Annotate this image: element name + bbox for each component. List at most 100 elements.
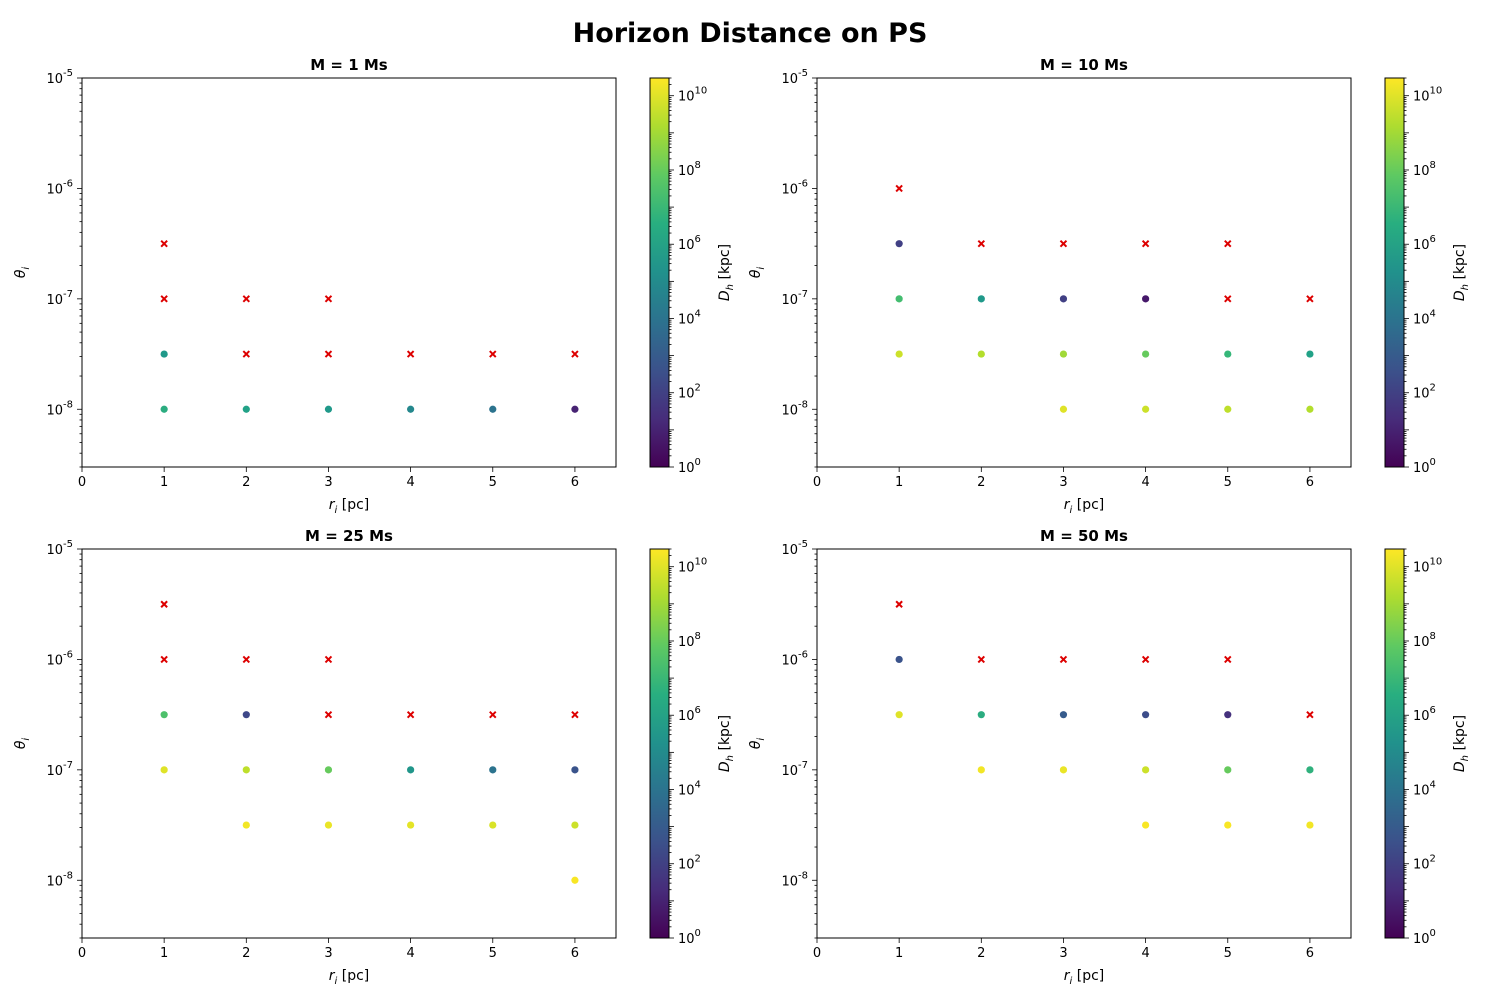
panel-2: M = 10 Ms 0 1 2 3 4 5 6 ri [pc] 10-8 10-7 10-6 10-5 θ… xyxy=(748,56,1471,516)
failed-marker xyxy=(1059,239,1068,248)
x-tick-label: 2 xyxy=(977,946,985,961)
y-tick-label: 10-5 xyxy=(46,539,73,558)
x-tick-label: 4 xyxy=(1141,475,1149,490)
data-point xyxy=(160,711,168,719)
failed-marker xyxy=(977,239,986,248)
colorbar-tick-label: 1010 xyxy=(678,86,707,105)
colorbar-tick-label: 100 xyxy=(678,928,701,947)
failed-marker xyxy=(489,350,497,358)
data-point xyxy=(160,766,168,774)
data-point xyxy=(895,655,903,664)
failed-marker xyxy=(242,295,251,303)
failed-marker xyxy=(324,350,333,358)
data-point xyxy=(489,766,497,774)
failed-marker xyxy=(324,710,333,719)
failed-marker xyxy=(1224,655,1232,664)
x-tick-label: 2 xyxy=(242,475,250,490)
failed-marker xyxy=(1141,239,1150,248)
colorbar-label: Dh [kpc] xyxy=(717,244,736,301)
colorbar-tick-label: 100 xyxy=(1413,457,1436,476)
data-point xyxy=(160,405,168,413)
failed-marker xyxy=(324,655,333,664)
panel-3: M = 25 Ms 0 1 2 3 4 5 6 ri [pc] 10-8 10-7 10-6 10-5 θ… xyxy=(13,527,736,987)
failed-marker xyxy=(160,655,168,664)
data-point xyxy=(895,711,903,719)
data-point xyxy=(407,405,415,413)
data-point xyxy=(977,295,985,303)
x-tick-label: 5 xyxy=(489,475,497,490)
colorbar: 100 102 104 106 108 1010 Dh [kpc] xyxy=(1384,548,1471,947)
data-point xyxy=(1142,295,1150,303)
x-tick-label: 4 xyxy=(406,475,414,490)
colorbar-tick-label: 1010 xyxy=(1413,86,1442,105)
failed-marker xyxy=(1141,655,1150,664)
failed-marker xyxy=(1224,239,1232,248)
data-point xyxy=(324,405,333,413)
colorbar-label: Dh [kpc] xyxy=(1452,715,1471,772)
y-tick-label: 10-6 xyxy=(781,649,808,668)
y-axis-label: θi xyxy=(13,267,32,279)
data-point xyxy=(489,405,497,413)
x-tick-label: 0 xyxy=(813,946,821,961)
colorbar-tick-label: 102 xyxy=(1413,854,1436,873)
colorbar-tick-label: 104 xyxy=(678,779,701,798)
y-tick-label: 10-7 xyxy=(46,289,73,308)
colorbar-tick-label: 106 xyxy=(678,705,701,724)
data-point xyxy=(1306,405,1314,413)
panel-title: M = 10 Ms xyxy=(1040,56,1128,74)
failed-marker xyxy=(242,350,251,358)
colorbar-label: Dh [kpc] xyxy=(1452,244,1471,301)
x-tick-label: 1 xyxy=(160,475,168,490)
x-axis-label: ri [pc] xyxy=(329,968,370,987)
colorbar-tick-label: 108 xyxy=(678,160,701,179)
x-tick-label: 0 xyxy=(813,475,821,490)
y-axis-label: θi xyxy=(748,738,767,750)
colorbar-frame xyxy=(649,77,670,468)
x-tick-label: 4 xyxy=(1141,946,1149,961)
colorbar-tick-label: 102 xyxy=(678,383,701,402)
x-tick-label: 1 xyxy=(895,475,903,490)
data-point xyxy=(895,240,903,248)
failed-marker xyxy=(160,239,168,248)
axes-frame xyxy=(816,77,1352,468)
colorbar-tick-label: 100 xyxy=(678,457,701,476)
colorbar-tick-label: 106 xyxy=(678,234,701,253)
y-tick-label: 10-5 xyxy=(46,68,73,87)
colorbar-tick-label: 1010 xyxy=(1413,557,1442,576)
failed-marker xyxy=(160,600,168,608)
data-point xyxy=(571,766,579,774)
x-tick-label: 6 xyxy=(571,475,579,490)
colorbar-tick-label: 108 xyxy=(1413,631,1436,650)
data-point xyxy=(1224,711,1232,719)
colorbar-tick-label: 108 xyxy=(1413,160,1436,179)
colorbar-label: Dh [kpc] xyxy=(717,715,736,772)
data-point xyxy=(1224,821,1232,829)
x-tick-label: 0 xyxy=(78,475,86,490)
x-tick-label: 2 xyxy=(977,475,985,490)
x-tick-label: 3 xyxy=(1059,475,1067,490)
data-point xyxy=(1224,405,1232,413)
data-point xyxy=(1142,350,1150,358)
data-point xyxy=(571,876,579,884)
axes-frame xyxy=(816,548,1352,939)
colorbar-tick-label: 104 xyxy=(1413,779,1436,798)
colorbar: 100 102 104 106 108 1010 Dh [kpc] xyxy=(649,548,736,947)
x-tick-label: 3 xyxy=(324,475,332,490)
failed-marker xyxy=(571,710,579,719)
failed-marker xyxy=(1059,655,1068,664)
x-axis-label: ri [pc] xyxy=(329,497,370,516)
data-point xyxy=(1142,766,1150,774)
y-tick-label: 10-6 xyxy=(781,178,808,197)
data-point xyxy=(1224,766,1232,774)
data-point xyxy=(895,295,903,303)
colorbar-tick-label: 102 xyxy=(678,854,701,873)
data-point xyxy=(1142,405,1150,413)
y-tick-label: 10-6 xyxy=(46,178,73,197)
data-point xyxy=(1224,350,1232,358)
colorbar-frame xyxy=(649,548,670,939)
axes-frame xyxy=(81,77,617,468)
colorbar-tick-label: 1010 xyxy=(678,557,707,576)
x-tick-label: 3 xyxy=(1059,946,1067,961)
